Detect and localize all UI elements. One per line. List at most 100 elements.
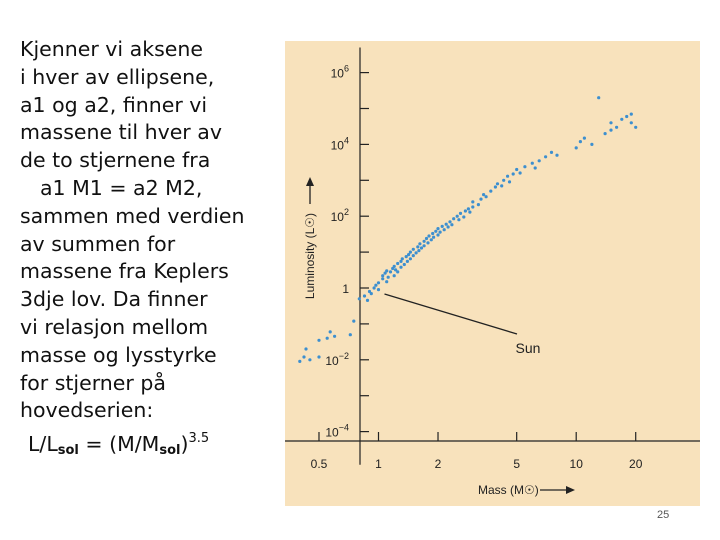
- data-point: [385, 280, 389, 284]
- data-point: [372, 286, 376, 290]
- data-point: [419, 246, 424, 250]
- data-point: [429, 238, 433, 242]
- data-point: [471, 200, 475, 204]
- y-axis-arrow-head: [306, 177, 314, 186]
- data-point: [448, 220, 452, 224]
- sun-annotation: Sun: [384, 293, 540, 356]
- data-point: [408, 250, 412, 254]
- data-point: [444, 222, 448, 226]
- data-point: [629, 112, 633, 116]
- data-point: [446, 225, 450, 229]
- y-tick-label: 102: [331, 207, 349, 224]
- data-point: [424, 236, 429, 241]
- data-point: [457, 218, 461, 222]
- data-point: [405, 259, 409, 263]
- data-point: [442, 228, 446, 232]
- text-line: a1 og a2, finner vi: [20, 92, 208, 117]
- data-point: [515, 167, 519, 172]
- data-point: [365, 298, 370, 302]
- data-point: [416, 245, 420, 249]
- data-point: [418, 242, 422, 246]
- data-point: [468, 210, 472, 214]
- data-point: [381, 274, 385, 278]
- text-line: 3dje lov. Da finner: [20, 287, 208, 312]
- y-tick-label: 106: [331, 64, 349, 81]
- text-line: massene til hver av: [20, 120, 222, 145]
- formula-lhs: L/L: [28, 432, 58, 457]
- data-point: [452, 217, 456, 221]
- text-line: massene fra Keplers: [20, 259, 229, 284]
- x-tick-label: 2: [435, 457, 442, 471]
- data-point: [367, 289, 372, 294]
- data-point: [476, 203, 480, 207]
- y-tick-label: 10−2: [325, 351, 349, 368]
- text-line: masse og lysstyrke: [20, 342, 217, 367]
- text-line: Kjenner vi aksene: [20, 37, 203, 61]
- x-tick-label: 0.5: [311, 457, 328, 471]
- data-point: [411, 247, 415, 251]
- data-point: [434, 229, 438, 233]
- data-point: [407, 253, 411, 257]
- data-point: [620, 117, 624, 121]
- data-point: [518, 171, 522, 175]
- x-axis-arrow-head: [566, 486, 575, 494]
- data-point: [609, 128, 613, 132]
- data-point: [582, 136, 586, 140]
- data-point: [388, 270, 393, 274]
- data-point: [400, 257, 404, 261]
- formula-close: ): [180, 432, 189, 457]
- data-point: [392, 274, 396, 278]
- data-point: [392, 264, 396, 268]
- data-point: [328, 330, 332, 334]
- data-point: [466, 207, 470, 211]
- axis-labels: Mass (M☉) Luminosity (L☉): [303, 177, 575, 497]
- data-point: [625, 114, 629, 119]
- page-number: 25: [657, 509, 670, 521]
- text-line: for stjerner på: [20, 370, 166, 395]
- x-tick-label: 5: [513, 457, 520, 471]
- data-point: [381, 277, 385, 281]
- data-point: [462, 215, 466, 219]
- data-point: [383, 271, 387, 275]
- data-point: [302, 355, 306, 359]
- data-point: [555, 153, 559, 157]
- x-tick-label: 10: [570, 457, 584, 471]
- data-point: [549, 150, 554, 154]
- data-point: [333, 334, 337, 338]
- data-point: [399, 259, 403, 263]
- data-point: [357, 297, 361, 301]
- y-axis-label: Luminosity (L☉): [303, 213, 317, 299]
- data-point: [500, 184, 504, 188]
- sun-pointer-line: [384, 293, 518, 335]
- data-point: [458, 211, 463, 215]
- data-point: [489, 189, 493, 193]
- x-axis-label: Mass (M☉): [478, 483, 539, 497]
- data-point: [411, 254, 415, 258]
- data-point: [374, 283, 378, 287]
- data-points: [170, 96, 638, 423]
- data-point: [431, 231, 435, 236]
- text-line-equation: a1 M1 = a2 M2,: [40, 175, 203, 200]
- data-point: [450, 223, 454, 227]
- data-point: [603, 132, 607, 136]
- data-point: [438, 230, 442, 234]
- data-point: [578, 140, 582, 144]
- data-point: [463, 209, 467, 213]
- data-point: [426, 241, 430, 245]
- data-point: [544, 155, 548, 159]
- mass-luminosity-formula: L/Lsol = (M/Msol)3.5: [20, 425, 270, 465]
- y-tick-label: 10−4: [325, 423, 349, 440]
- data-point: [399, 265, 403, 269]
- data-point: [537, 159, 541, 163]
- data-point: [394, 268, 398, 272]
- text-line: i hver av ellipsene,: [20, 64, 215, 89]
- data-point: [634, 125, 638, 129]
- data-point: [396, 270, 400, 274]
- formula-lhs-subscript: sol: [57, 443, 79, 459]
- data-point: [609, 121, 613, 125]
- data-point: [479, 197, 483, 201]
- formula-rhs-subscript: sol: [159, 443, 181, 459]
- data-point: [590, 142, 594, 146]
- data-point: [432, 235, 436, 239]
